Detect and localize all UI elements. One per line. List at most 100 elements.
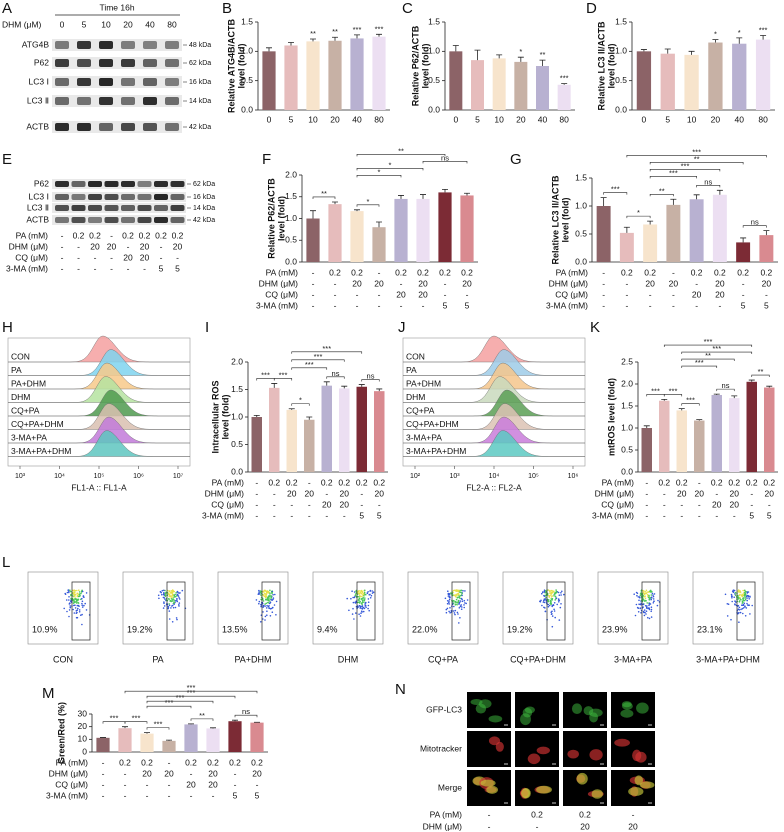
panel-letter: G bbox=[510, 151, 522, 168]
treatment-label: DHM (μM) bbox=[49, 768, 89, 778]
x-tick-label: 10⁵ bbox=[94, 473, 105, 480]
treatment-value: - bbox=[124, 779, 127, 789]
event-dot bbox=[645, 592, 648, 595]
treatment-value: 20 bbox=[164, 768, 174, 778]
treatment-value: - bbox=[110, 230, 113, 240]
event-dot bbox=[638, 596, 641, 598]
bar bbox=[666, 204, 681, 262]
event-dot bbox=[359, 605, 362, 608]
sample-label: 3-MA+PA bbox=[11, 432, 47, 442]
event-dot bbox=[742, 604, 745, 606]
event-dot bbox=[258, 600, 261, 603]
error-bar bbox=[452, 45, 459, 52]
blot-band bbox=[154, 181, 168, 187]
treatment-value: 5 bbox=[741, 300, 746, 310]
significance: *** bbox=[712, 344, 721, 353]
treatment-value: - bbox=[255, 477, 258, 487]
event-dot bbox=[650, 610, 652, 613]
event-dot bbox=[358, 597, 361, 600]
cell-signal bbox=[591, 789, 603, 799]
event-dot bbox=[466, 599, 469, 601]
bar bbox=[660, 53, 675, 110]
event-dot bbox=[73, 612, 76, 614]
error-bar bbox=[678, 408, 685, 411]
significance-bracket bbox=[291, 351, 363, 354]
treatment-value: - bbox=[672, 300, 675, 310]
event-dot bbox=[746, 597, 748, 599]
event-dot bbox=[264, 593, 266, 595]
bar bbox=[659, 400, 670, 472]
event-dot bbox=[264, 589, 267, 592]
treatment-value: - bbox=[356, 300, 359, 310]
event-dot bbox=[72, 608, 74, 611]
event-dot bbox=[85, 609, 88, 611]
event-dot bbox=[550, 603, 552, 605]
treatment-value: 0.2 bbox=[122, 230, 134, 240]
error-bar bbox=[661, 399, 668, 401]
x-tick-label: 10³ bbox=[15, 473, 26, 480]
event-dot bbox=[644, 592, 647, 595]
treatment-label: CQ (μM) bbox=[55, 779, 88, 789]
blot-band bbox=[99, 97, 113, 105]
event-dot bbox=[633, 593, 635, 595]
significance: *** bbox=[651, 386, 660, 395]
channel-label: GFP-LC3 bbox=[426, 704, 462, 714]
treatment-value: 5 bbox=[377, 510, 382, 520]
panel-letter: H bbox=[2, 319, 13, 336]
dose-label: DHM (μM) bbox=[2, 19, 42, 29]
event-dot bbox=[68, 609, 71, 611]
event-dot bbox=[77, 601, 79, 604]
y-tick-label: 0.0 bbox=[621, 466, 633, 476]
x-tick-label: 0 bbox=[267, 114, 272, 124]
event-dot bbox=[364, 597, 366, 599]
event-dot bbox=[359, 607, 362, 609]
bar bbox=[269, 387, 280, 472]
dose-value: 5 bbox=[82, 19, 87, 29]
event-dot bbox=[157, 594, 160, 597]
y-tick-label: 0 bbox=[82, 746, 87, 756]
bar bbox=[228, 721, 242, 752]
event-dot bbox=[81, 613, 83, 616]
treatment-value: - bbox=[61, 252, 64, 262]
event-dot bbox=[265, 599, 267, 601]
significance: *** bbox=[669, 386, 678, 395]
blot-band bbox=[55, 217, 69, 223]
treatment-value: 0.2 bbox=[746, 477, 758, 487]
event-dot bbox=[69, 605, 71, 607]
event-dot bbox=[63, 607, 65, 610]
significance-bracket bbox=[681, 403, 700, 406]
y-tick-label: 1.0 bbox=[428, 46, 440, 56]
bar bbox=[492, 58, 506, 110]
y-tick-label: 20 bbox=[78, 721, 88, 731]
event-dot bbox=[369, 590, 372, 592]
error-bar bbox=[664, 48, 671, 54]
event-dot bbox=[639, 607, 642, 609]
dose-value: 10 bbox=[101, 19, 111, 29]
bar bbox=[394, 198, 408, 262]
treatment-value: - bbox=[290, 510, 293, 520]
event-dot bbox=[176, 618, 178, 621]
significance: * bbox=[299, 396, 302, 405]
treatment-value: 0.2 bbox=[728, 477, 740, 487]
event-dot bbox=[742, 594, 745, 596]
event-dot bbox=[644, 597, 647, 600]
event-dot bbox=[274, 593, 276, 596]
sample-label: CQ+PA bbox=[428, 654, 458, 664]
event-dot bbox=[269, 592, 271, 594]
treatment-label: DHM (μM) bbox=[595, 488, 635, 498]
event-dot bbox=[262, 600, 265, 602]
event-dot bbox=[555, 589, 557, 591]
sample-label: CON bbox=[406, 351, 425, 361]
panel-letter: E bbox=[2, 151, 12, 168]
blot-band bbox=[170, 194, 185, 200]
significance-bracket bbox=[649, 162, 744, 165]
event-dot bbox=[449, 596, 451, 599]
treatment-value: 0.2 bbox=[356, 477, 368, 487]
event-dot bbox=[734, 600, 736, 602]
event-dot bbox=[258, 591, 260, 593]
event-dot bbox=[647, 607, 650, 609]
event-dot bbox=[69, 606, 72, 609]
event-dot bbox=[78, 611, 81, 613]
event-dot bbox=[749, 595, 751, 598]
event-dot bbox=[270, 607, 273, 610]
